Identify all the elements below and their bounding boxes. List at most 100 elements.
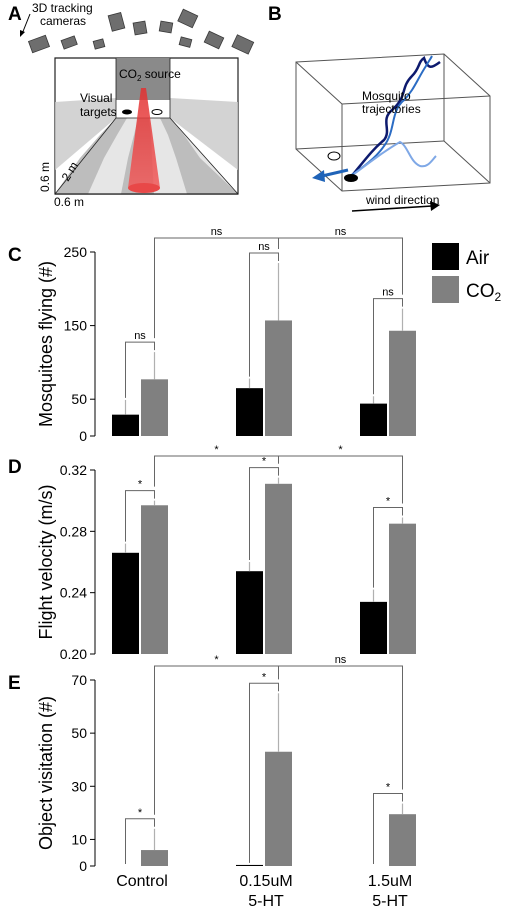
bar-air [360, 601, 387, 654]
bar-co2 [389, 330, 416, 436]
camera-icon [203, 30, 225, 50]
co2-source-label: CO2 source [119, 67, 181, 83]
x-category-label: 5-HT [372, 893, 408, 910]
significance-label: * [338, 444, 343, 456]
y-tick-label: 250 [64, 244, 88, 260]
legend-label-air: Air [466, 248, 490, 269]
trajectory-dark [349, 56, 441, 179]
significance-label: ns [335, 654, 347, 666]
y-tick-label: 150 [64, 318, 88, 334]
cameras-pointer-head [20, 30, 25, 37]
x-category-label: 1.5uM [368, 873, 412, 890]
significance-bracket [278, 665, 403, 790]
significance-bracket [249, 467, 279, 560]
bar-co2 [265, 320, 292, 436]
panel-b-trajectories: B Mosquito trajectories wind direction [268, 4, 491, 212]
camera-icon [27, 34, 51, 54]
significance-label: ns [134, 330, 146, 342]
legend-swatch-co2 [432, 276, 459, 303]
y-tick-label: 30 [71, 778, 87, 794]
y-tick-label: 50 [71, 725, 87, 741]
y-tick-label: 70 [71, 672, 87, 688]
significance-label: ns [258, 241, 270, 253]
significance-bracket [373, 793, 403, 864]
y-tick-label: 0 [79, 858, 87, 874]
bar-air [236, 864, 263, 866]
significance-bracket [373, 298, 403, 395]
panel-letter-e: E [8, 673, 21, 694]
bar-co2 [141, 850, 168, 866]
x-category-label: 5-HT [248, 893, 284, 910]
wind-direction-label: wind direction [365, 193, 439, 207]
camera-icon [132, 20, 148, 36]
trajectory-mid [349, 55, 433, 177]
significance-label: * [138, 807, 143, 819]
significance-label: * [262, 456, 267, 468]
y-axis-label: Object visitation (#) [36, 696, 56, 850]
camera-icon [158, 20, 174, 34]
cameras-label-1: 3D tracking [32, 1, 93, 15]
significance-bracket [154, 665, 279, 815]
bar-co2 [265, 483, 292, 654]
bar-air [112, 552, 139, 654]
bar-co2 [389, 523, 416, 654]
y-axis-label: Mosquitoes flying (#) [36, 261, 56, 427]
camera-icon [177, 8, 199, 29]
legend: Air CO2 [432, 243, 502, 304]
cameras-pointer [21, 13, 31, 35]
legend-label-co2: CO2 [466, 281, 502, 304]
visual-targets-label-2: targets [80, 105, 117, 119]
significance-bracket [278, 237, 403, 295]
significance-bracket [373, 507, 403, 588]
bar-co2 [265, 751, 292, 866]
y-axis-label: Flight velocity (m/s) [36, 484, 56, 639]
x-category-label: 0.15uM [239, 873, 292, 890]
wind-arrowhead [430, 201, 440, 211]
bar-air [236, 388, 263, 436]
significance-bracket [249, 682, 279, 863]
camera-icon [60, 35, 78, 50]
trajectories-label-2: trajectories [362, 102, 421, 116]
significance-bracket [249, 252, 279, 377]
significance-label: * [214, 444, 219, 456]
panel-letter-c: C [8, 245, 22, 266]
significance-bracket [154, 455, 279, 487]
dimension-height: 0.6 m [38, 162, 52, 192]
panel-letter-b: B [268, 4, 282, 25]
tracking-cameras [27, 8, 255, 55]
y-tick-label: 0.24 [60, 585, 87, 601]
legend-swatch-air [432, 243, 459, 270]
y-tick-label: 10 [71, 831, 87, 847]
chart-mosquitoes-flying: 0 50 150 250 Mosquitoes flying (#) ns ns ns ns ns [36, 226, 416, 444]
trajectory-arrow [321, 168, 349, 178]
bar-co2 [141, 505, 168, 654]
visual-target-black [122, 109, 132, 115]
bar-co2 [141, 379, 168, 436]
camera-icon [92, 38, 106, 50]
significance-label: * [214, 654, 219, 666]
target-white [327, 151, 341, 161]
x-category-label: Control [116, 873, 168, 890]
y-tick-label: 50 [71, 391, 87, 407]
camera-icon [178, 36, 193, 48]
significance-label: * [386, 496, 391, 508]
panel-letter-d: D [8, 457, 22, 478]
trajectory-light [353, 140, 437, 175]
trajectories-label-1: Mosquito [362, 89, 411, 103]
significance-bracket [125, 490, 155, 542]
y-tick-label: 0.32 [60, 462, 87, 478]
visual-target-white [151, 109, 163, 115]
camera-icon [231, 34, 255, 55]
y-tick-label: 0.28 [60, 523, 87, 539]
significance-bracket [278, 455, 403, 504]
trajectory-arrowhead [312, 170, 325, 182]
bar-co2 [389, 814, 416, 866]
significance-label: * [386, 782, 391, 794]
significance-label: * [138, 479, 143, 491]
y-tick-label: 0.20 [60, 646, 87, 662]
significance-bracket [125, 341, 155, 398]
dimension-width: 0.6 m [54, 195, 84, 209]
significance-label: ns [211, 226, 223, 238]
